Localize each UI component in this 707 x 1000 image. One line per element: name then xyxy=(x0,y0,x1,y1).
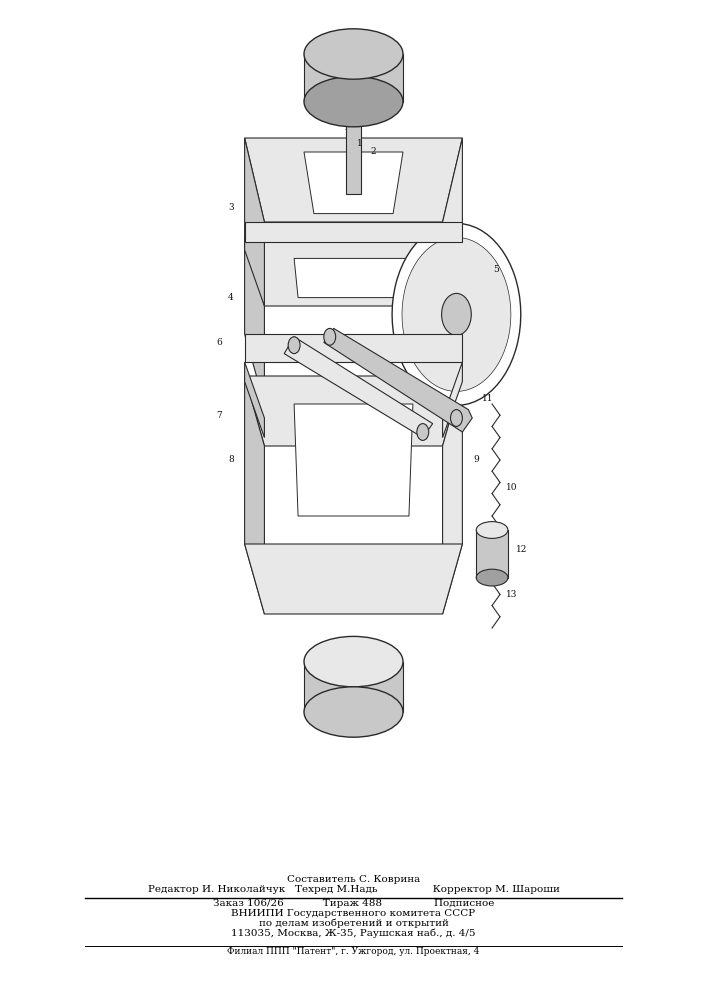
Polygon shape xyxy=(245,334,462,362)
Ellipse shape xyxy=(288,337,300,354)
Polygon shape xyxy=(245,138,462,222)
Polygon shape xyxy=(245,236,462,306)
Polygon shape xyxy=(245,362,264,438)
Text: 11: 11 xyxy=(482,394,494,403)
Polygon shape xyxy=(443,236,462,404)
Ellipse shape xyxy=(392,223,521,405)
Text: 13: 13 xyxy=(506,590,518,599)
Ellipse shape xyxy=(442,293,472,335)
Ellipse shape xyxy=(324,328,336,345)
Text: по делам изобретений и открытий: по делам изобретений и открытий xyxy=(259,918,448,928)
Polygon shape xyxy=(443,138,462,306)
Text: 6: 6 xyxy=(216,338,222,347)
Text: Заказ 106/26            Тираж 488                Подписное: Заказ 106/26 Тираж 488 Подписное xyxy=(213,898,494,908)
Text: 2: 2 xyxy=(370,147,376,156)
Polygon shape xyxy=(324,328,472,432)
Ellipse shape xyxy=(304,636,403,687)
Polygon shape xyxy=(245,138,264,306)
Ellipse shape xyxy=(304,29,403,79)
Ellipse shape xyxy=(402,237,511,391)
Ellipse shape xyxy=(304,687,403,737)
Polygon shape xyxy=(304,662,403,712)
Text: 12: 12 xyxy=(516,545,527,554)
Text: 8: 8 xyxy=(228,456,233,464)
Text: 4: 4 xyxy=(228,293,233,302)
Text: 7: 7 xyxy=(216,411,222,420)
Polygon shape xyxy=(245,222,462,242)
Text: 113035, Москва, Ж-35, Раушская наб., д. 4/5: 113035, Москва, Ж-35, Раушская наб., д. … xyxy=(231,928,476,938)
Ellipse shape xyxy=(477,522,508,538)
Text: 1: 1 xyxy=(356,139,362,148)
Polygon shape xyxy=(294,258,413,298)
Ellipse shape xyxy=(450,410,462,426)
Text: 9: 9 xyxy=(474,456,479,464)
Polygon shape xyxy=(443,376,462,614)
Ellipse shape xyxy=(477,569,508,586)
Text: Редактор И. Николайчук   Техред М.Надь                 Корректор М. Шароши: Редактор И. Николайчук Техред М.Надь Кор… xyxy=(148,884,559,894)
Polygon shape xyxy=(245,376,264,614)
Text: 903788: 903788 xyxy=(325,48,382,62)
Text: 5: 5 xyxy=(493,265,499,274)
Text: Филиал ППП "Патент", г. Ужгород, ул. Проектная, 4: Филиал ППП "Патент", г. Ужгород, ул. Про… xyxy=(228,948,479,956)
Polygon shape xyxy=(294,404,413,516)
Text: ВНИИПИ Государственного комитета СССР: ВНИИПИ Государственного комитета СССР xyxy=(231,908,476,918)
Polygon shape xyxy=(346,102,361,194)
Polygon shape xyxy=(284,337,433,438)
Ellipse shape xyxy=(417,424,428,440)
Text: Составитель С. Коврина: Составитель С. Коврина xyxy=(287,874,420,884)
Polygon shape xyxy=(304,54,403,102)
Text: 3: 3 xyxy=(228,204,233,213)
Ellipse shape xyxy=(304,76,403,127)
Polygon shape xyxy=(443,362,462,438)
Polygon shape xyxy=(304,152,403,214)
Polygon shape xyxy=(245,544,462,614)
Polygon shape xyxy=(477,530,508,578)
Polygon shape xyxy=(245,376,462,446)
Text: 10: 10 xyxy=(506,484,518,492)
Polygon shape xyxy=(245,236,264,404)
